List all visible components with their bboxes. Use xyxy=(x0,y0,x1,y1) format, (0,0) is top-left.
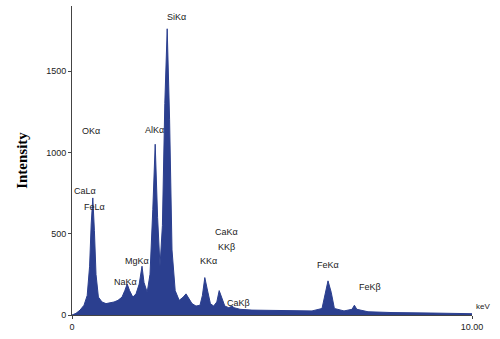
svg-text:500: 500 xyxy=(51,229,66,239)
svg-text:CaLα: CaLα xyxy=(74,186,96,196)
svg-text:1000: 1000 xyxy=(46,148,66,158)
svg-text:KKβ: KKβ xyxy=(218,242,235,252)
svg-text:KKα: KKα xyxy=(200,256,217,266)
svg-text:1500: 1500 xyxy=(46,66,66,76)
svg-text:Intensity: Intensity xyxy=(14,132,30,189)
svg-text:0: 0 xyxy=(69,322,74,332)
svg-text:10.00: 10.00 xyxy=(461,322,484,332)
svg-text:NaKα: NaKα xyxy=(114,277,137,287)
svg-text:keV: keV xyxy=(476,302,490,311)
svg-text:FeLα: FeLα xyxy=(84,202,105,212)
svg-text:AlKα: AlKα xyxy=(145,125,164,135)
svg-text:SiKα: SiKα xyxy=(167,12,186,22)
svg-text:CaKα: CaKα xyxy=(215,227,238,237)
svg-text:OKα: OKα xyxy=(82,126,100,136)
svg-text:FeKβ: FeKβ xyxy=(359,282,381,292)
svg-text:0: 0 xyxy=(61,310,66,320)
svg-text:CaKβ: CaKβ xyxy=(227,298,250,308)
svg-text:MgKα: MgKα xyxy=(125,256,149,266)
svg-text:FeKα: FeKα xyxy=(317,260,339,270)
